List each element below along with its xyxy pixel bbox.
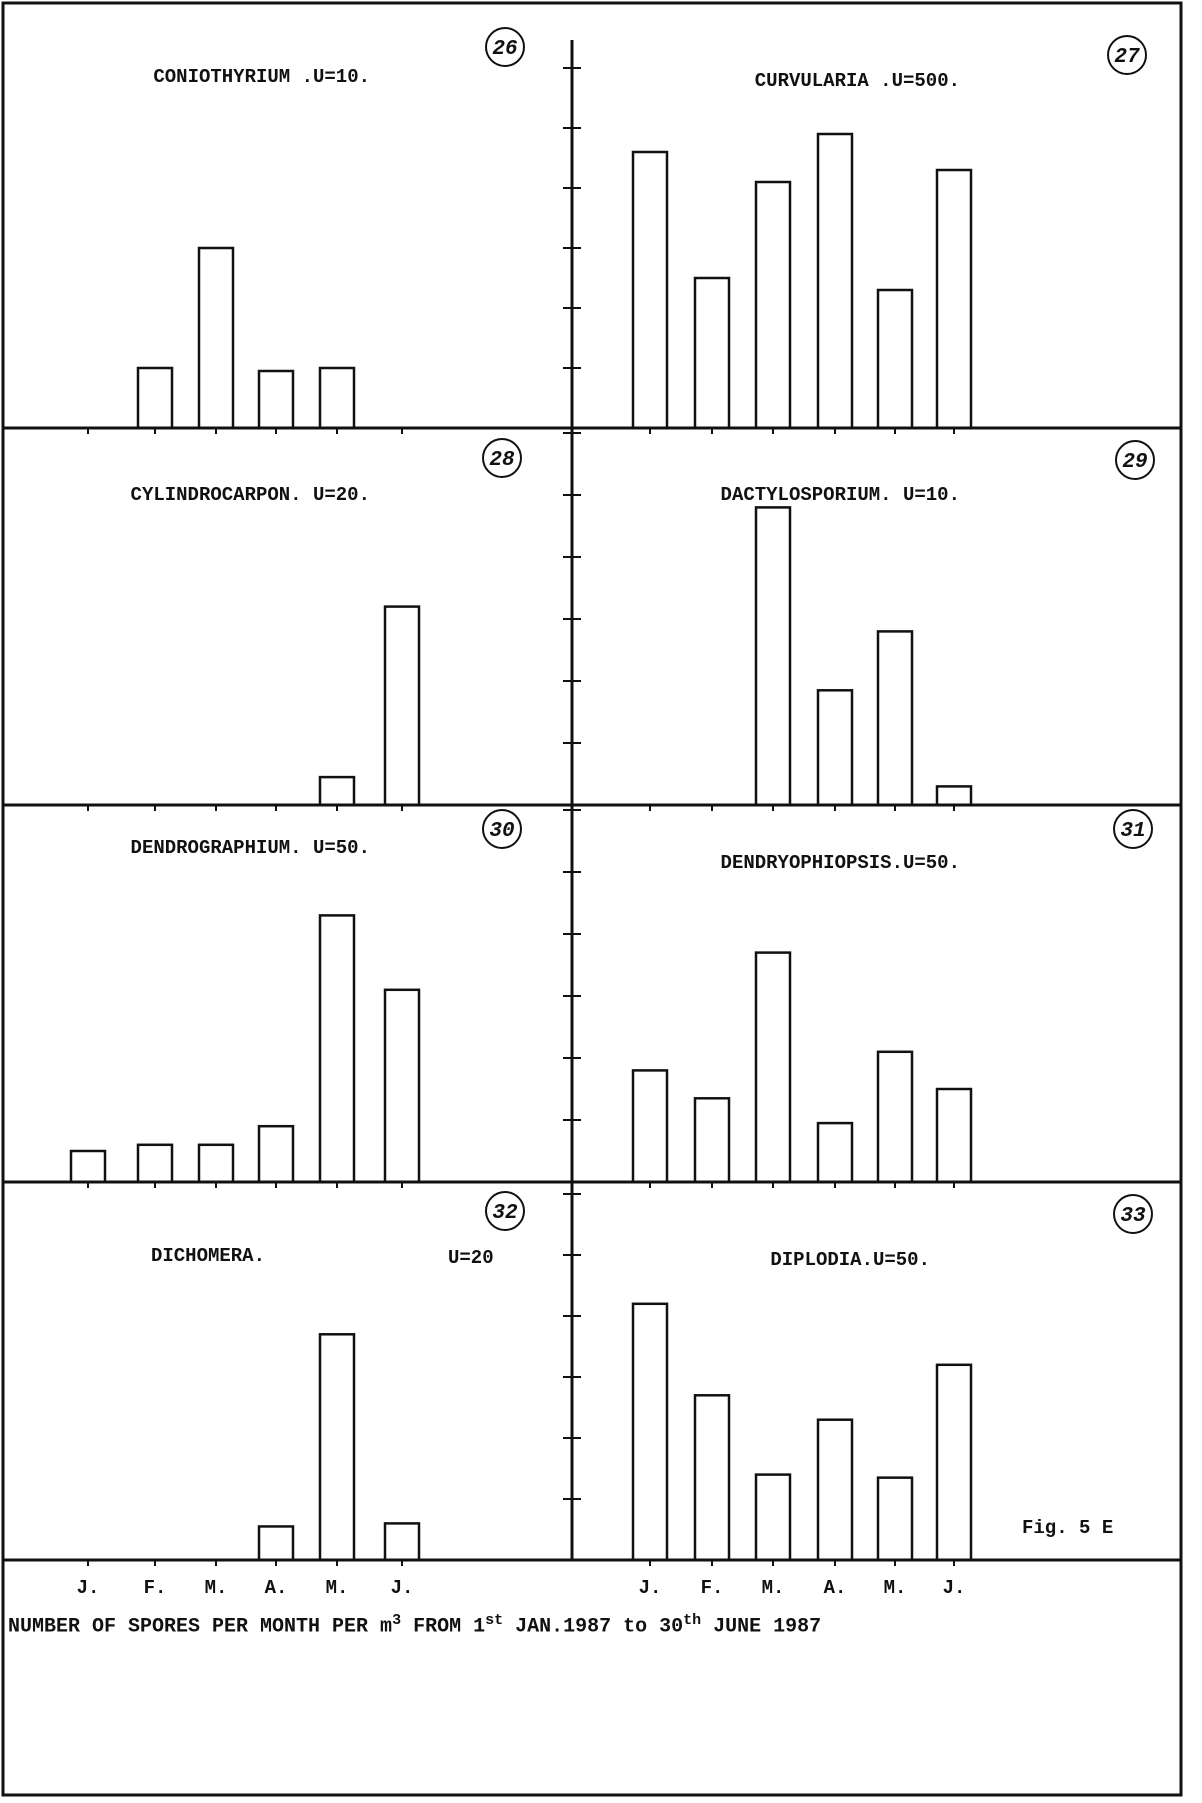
figure-label: Fig. 5 E (1022, 1517, 1113, 1539)
bar-33-1 (631, 1302, 669, 1562)
panel-number-circle (1113, 1194, 1153, 1234)
month-label-left-1: J. (77, 1577, 100, 1599)
bar-27-6 (935, 168, 973, 430)
bar-31-2 (693, 1097, 731, 1184)
panel-number-27: 27 (1114, 46, 1140, 69)
bar-33-3 (754, 1473, 792, 1562)
chart-panel-27: CURVULARIA .U=500. 27 (572, 35, 1181, 434)
chart-panel-30: DENDROGRAPHIUM. U=50. 30 (3, 809, 572, 1188)
panel-title-32: DICHOMERA. (151, 1245, 265, 1267)
chart-panel-29: DACTYLOSPORIUM. U=10. 29 (572, 432, 1181, 811)
panel-title-28: CYLINDROCARPON. U=20. (131, 484, 370, 506)
month-label-left-3: M. (205, 1577, 228, 1599)
bar-32-5 (318, 1333, 356, 1562)
panel-number-circle (1107, 35, 1147, 75)
panel-title-27: CURVULARIA .U=500. (755, 70, 960, 92)
panel-title-31: DENDRYOPHIOPSIS.U=50. (721, 852, 960, 874)
bar-31-5 (876, 1050, 914, 1184)
month-label-left-2: F. (144, 1577, 167, 1599)
bar-27-2 (693, 276, 731, 430)
bar-33-4 (816, 1418, 854, 1562)
bar-31-6 (935, 1087, 973, 1184)
bar-29-6 (935, 785, 973, 807)
panel-number-28: 28 (489, 449, 515, 472)
panel-title-33: DIPLODIA.U=50. (770, 1249, 930, 1271)
month-label-left-5: M. (326, 1577, 349, 1599)
bar-31-4 (816, 1121, 854, 1184)
month-label-right-6: J. (943, 1577, 966, 1599)
bar-33-6 (935, 1363, 973, 1562)
bar-28-5 (318, 775, 356, 807)
bar-29-4 (816, 689, 854, 807)
bar-27-1 (631, 150, 669, 430)
bar-30-6 (383, 988, 421, 1184)
panel-unit-32: U=20 (448, 1247, 494, 1269)
month-label-right-2: F. (701, 1577, 724, 1599)
bar-26-3 (197, 246, 235, 430)
bar-30-3 (197, 1143, 235, 1184)
panel-number-circle (1113, 809, 1153, 849)
chart-panel-33: DIPLODIA.U=50. 33 (572, 1193, 1181, 1566)
bar-31-1 (631, 1069, 669, 1184)
bar-29-3 (754, 506, 792, 807)
panel-number-32: 32 (492, 1202, 518, 1225)
panel-number-circle (482, 438, 522, 478)
bar-31-3 (754, 951, 792, 1184)
month-label-left-6: J. (391, 1577, 414, 1599)
bar-27-5 (876, 288, 914, 430)
figure-caption: NUMBER OF SPORES PER MONTH PER m3 FROM 1… (8, 1612, 822, 1639)
chart-panel-31: DENDRYOPHIOPSIS.U=50. 31 (572, 809, 1181, 1188)
bar-33-2 (693, 1394, 731, 1562)
month-label-left-4: A. (265, 1577, 288, 1599)
month-axis: J. F. M. A. M. J. J. F. M. A. M. J. (77, 1577, 966, 1599)
page-border (1, 1, 1183, 1797)
month-label-right-3: M. (762, 1577, 785, 1599)
bar-27-4 (816, 132, 854, 430)
panel-title-29: DACTYLOSPORIUM. U=10. (721, 484, 960, 506)
panel-number-30: 30 (489, 820, 514, 843)
chart-panel-26: CONIOTHYRIUM .U=10. 26 (3, 27, 572, 434)
panel-number-33: 33 (1120, 1205, 1146, 1228)
panel-number-circle (1115, 440, 1155, 480)
month-label-right-1: J. (639, 1577, 662, 1599)
bar-30-4 (257, 1124, 295, 1184)
bar-26-4 (257, 369, 295, 430)
panel-number-31: 31 (1120, 820, 1145, 843)
panel-number-29: 29 (1122, 451, 1147, 474)
chart-panel-28: CYLINDROCARPON. U=20. 28 (3, 432, 572, 811)
bar-27-3 (754, 180, 792, 430)
bar-26-2 (136, 366, 174, 430)
bar-33-5 (876, 1476, 914, 1562)
panel-title-30: DENDROGRAPHIUM. U=50. (131, 837, 370, 859)
bar-32-6 (383, 1522, 421, 1562)
bar-28-6 (383, 605, 421, 807)
panel-number-circle (485, 1191, 525, 1231)
month-label-right-5: M. (884, 1577, 907, 1599)
bar-30-1 (69, 1149, 107, 1184)
panel-number-26: 26 (492, 38, 518, 61)
month-label-right-4: A. (824, 1577, 847, 1599)
panel-title-26: CONIOTHYRIUM .U=10. (153, 66, 370, 88)
bar-30-2 (136, 1143, 174, 1184)
panels: CONIOTHYRIUM .U=10. 26 CURVULARIA .U=500. 2… (3, 27, 1181, 1566)
panel-number-circle (485, 27, 525, 67)
bar-29-5 (876, 630, 914, 807)
bar-26-5 (318, 366, 356, 430)
panel-number-circle (482, 809, 522, 849)
chart-panel-32: DICHOMERA. U=20 32 (3, 1191, 572, 1566)
bar-30-5 (318, 914, 356, 1184)
bar-32-4 (257, 1525, 295, 1562)
